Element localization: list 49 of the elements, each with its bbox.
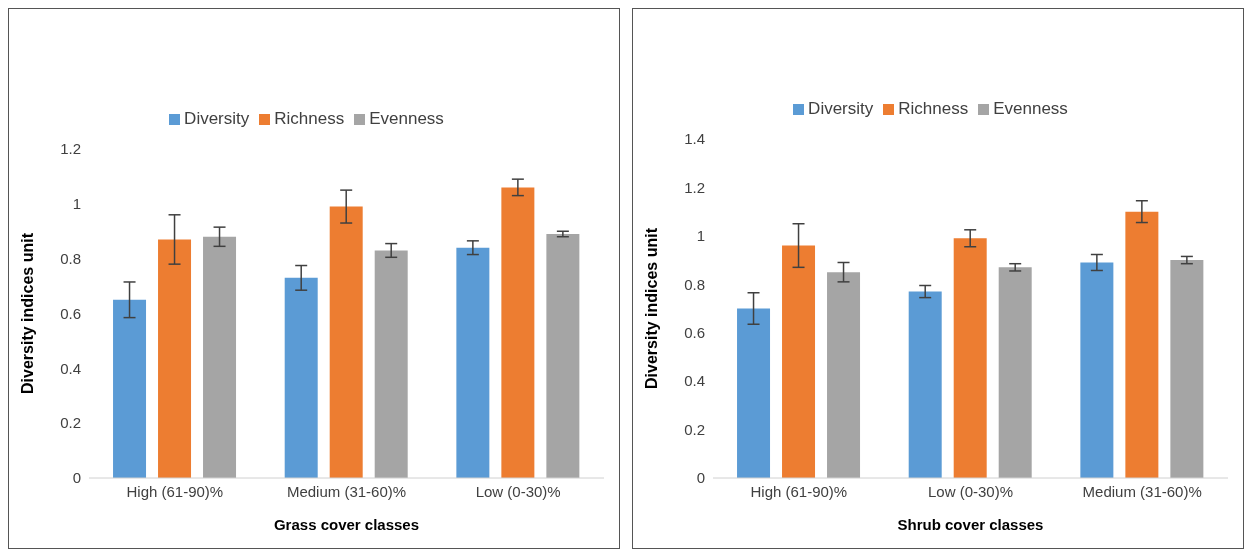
legend-label: Richness [898,99,969,118]
y-axis-title: Diversity indices unit [18,232,36,394]
bar [113,299,147,478]
x-tick-label: Low (0-30)% [927,482,1014,500]
legend-label: Evenness [369,109,444,128]
y-tick-label: 0.2 [60,414,81,432]
x-tick-label: Low (0-30)% [475,482,561,500]
x-tick-label: Medium (31-60)% [1082,482,1202,500]
y-tick-label: 0.4 [684,372,705,390]
y-tick-label: 0 [696,469,705,487]
legend-label: Richness [274,109,345,128]
bar [203,236,237,478]
y-tick-label: 1.4 [684,130,705,148]
bar [1080,262,1114,478]
y-tick-label: 1 [72,195,81,213]
x-tick-label: High (61-90)% [126,482,224,500]
bar [1125,211,1159,478]
legend-label: Evenness [993,99,1068,118]
bar [1170,260,1204,478]
bar [546,233,580,478]
y-tick-label: 0.6 [684,324,705,342]
y-tick-label: 0.4 [60,359,81,377]
bar [501,187,535,478]
y-tick-label: 0 [72,469,81,487]
bar [827,272,861,478]
x-tick-label: Medium (31-60)% [286,482,407,500]
legend-label: Diversity [808,99,874,118]
bar [998,267,1032,478]
y-tick-label: 1 [696,227,705,245]
bar [737,308,771,478]
bar [158,239,192,478]
y-tick-label: 0.2 [684,420,705,438]
y-tick-label: 1.2 [684,178,705,196]
y-tick-label: 0.8 [684,275,705,293]
y-tick-label: 0.6 [60,304,81,322]
x-axis-title: Shrub cover classes [897,516,1044,533]
x-axis-title: Grass cover classes [273,516,420,533]
bar [782,245,816,478]
y-tick-label: 0.8 [60,249,81,267]
bar [329,206,363,478]
bar [908,291,942,478]
bar [456,247,490,478]
y-axis-title: Diversity indices unit [642,227,660,389]
bar [374,250,408,478]
y-tick-label: 1.2 [60,140,81,158]
x-tick-label: High (61-90)% [750,482,848,500]
legend-label: Diversity [184,109,250,128]
bar [953,238,987,478]
bar [284,277,318,478]
